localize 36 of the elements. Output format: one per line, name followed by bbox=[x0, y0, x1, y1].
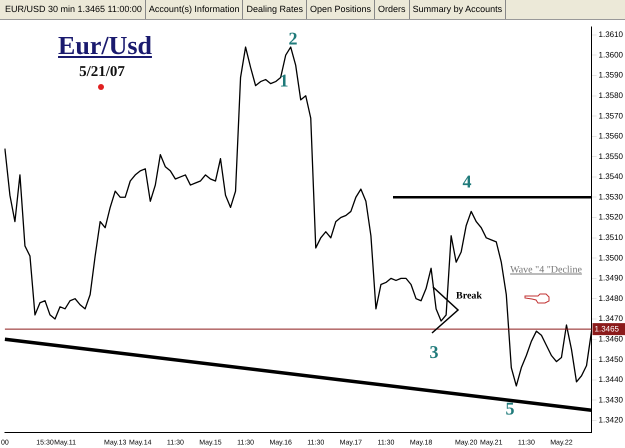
annotation: 2 bbox=[288, 28, 298, 49]
y-tick-label: 1.3550 bbox=[598, 152, 624, 161]
y-tick-label: 1.3560 bbox=[598, 132, 624, 141]
annotation: Wave "4 "Decline bbox=[510, 264, 582, 276]
y-tick-label: 1.3530 bbox=[598, 192, 624, 202]
annotation: 1 bbox=[280, 70, 288, 91]
y-tick-label: 1.3450 bbox=[598, 354, 624, 364]
chart-title: Eur/Usd bbox=[57, 31, 153, 60]
y-tick-label: 1.3510 bbox=[598, 233, 624, 242]
text: Account(s) Information bbox=[146, 0, 244, 19]
y-tick-label: 1.3430 bbox=[598, 395, 624, 404]
annotation: 5 bbox=[506, 398, 514, 419]
annotation: Break bbox=[456, 290, 482, 302]
y-tick-label: 1.3480 bbox=[598, 294, 624, 303]
y-tick-label: 1.3490 bbox=[598, 274, 624, 283]
annotation: 4 bbox=[462, 172, 472, 192]
y-tick-label: 1.3470 bbox=[598, 314, 624, 324]
y-tick-label: 1.3590 bbox=[598, 70, 624, 80]
y-tick-label: 1.3500 bbox=[598, 253, 624, 262]
text: Summary by Accounts bbox=[410, 0, 506, 19]
y-tick-label: 1.3420 bbox=[598, 416, 624, 425]
text: Orders bbox=[375, 0, 410, 19]
ref-line-label: 1.3465 bbox=[594, 324, 620, 334]
annotation: 3 bbox=[430, 342, 438, 362]
y-tick-label: 1.3580 bbox=[598, 90, 624, 100]
y-tick-label: 1.3460 bbox=[598, 334, 624, 344]
text: Dealing Rates bbox=[243, 0, 307, 19]
y-tick-label: 1.3540 bbox=[598, 172, 624, 182]
y-tick-label: 1.3440 bbox=[598, 375, 624, 384]
text: 5/21/07 bbox=[78, 64, 126, 81]
y-tick-label: 1.3600 bbox=[598, 50, 624, 60]
y-tick-label: 1.3570 bbox=[598, 111, 624, 120]
y-tick-label: 1.3610 bbox=[598, 30, 624, 40]
text: EUR/USD 30 min 1.3465 11:00:00 bbox=[2, 0, 146, 19]
text: Open Positions bbox=[307, 0, 376, 19]
y-tick-label: 1.3520 bbox=[598, 212, 624, 222]
